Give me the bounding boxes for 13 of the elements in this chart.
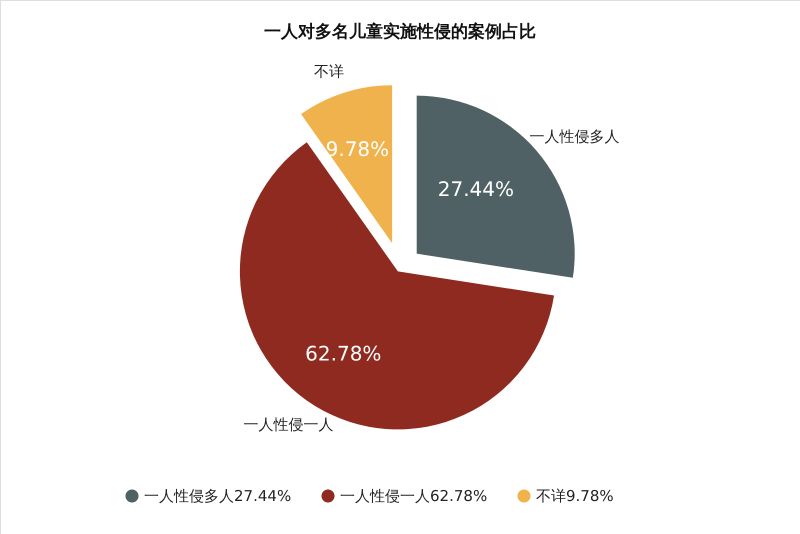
legend-label: 一人性侵多人 — [144, 487, 234, 505]
chart-title: 一人对多名儿童实施性侵的案例占比 — [264, 21, 536, 42]
data-label: 62.78% — [305, 342, 382, 366]
data-label: 9.78% — [326, 136, 390, 161]
slice-label: 一人性侵一人 — [243, 415, 334, 434]
text: 27.44% — [234, 487, 292, 505]
data-label: 27.44% — [438, 176, 514, 201]
slice-label: 不详 — [314, 62, 344, 81]
legend-label: 不详 — [536, 487, 566, 505]
text: 62.78% — [430, 487, 488, 505]
slice-label: 一人性侵多人 — [530, 128, 620, 146]
legend-label: 一人性侵一人 — [340, 487, 430, 505]
text: 9.78% — [566, 487, 614, 505]
